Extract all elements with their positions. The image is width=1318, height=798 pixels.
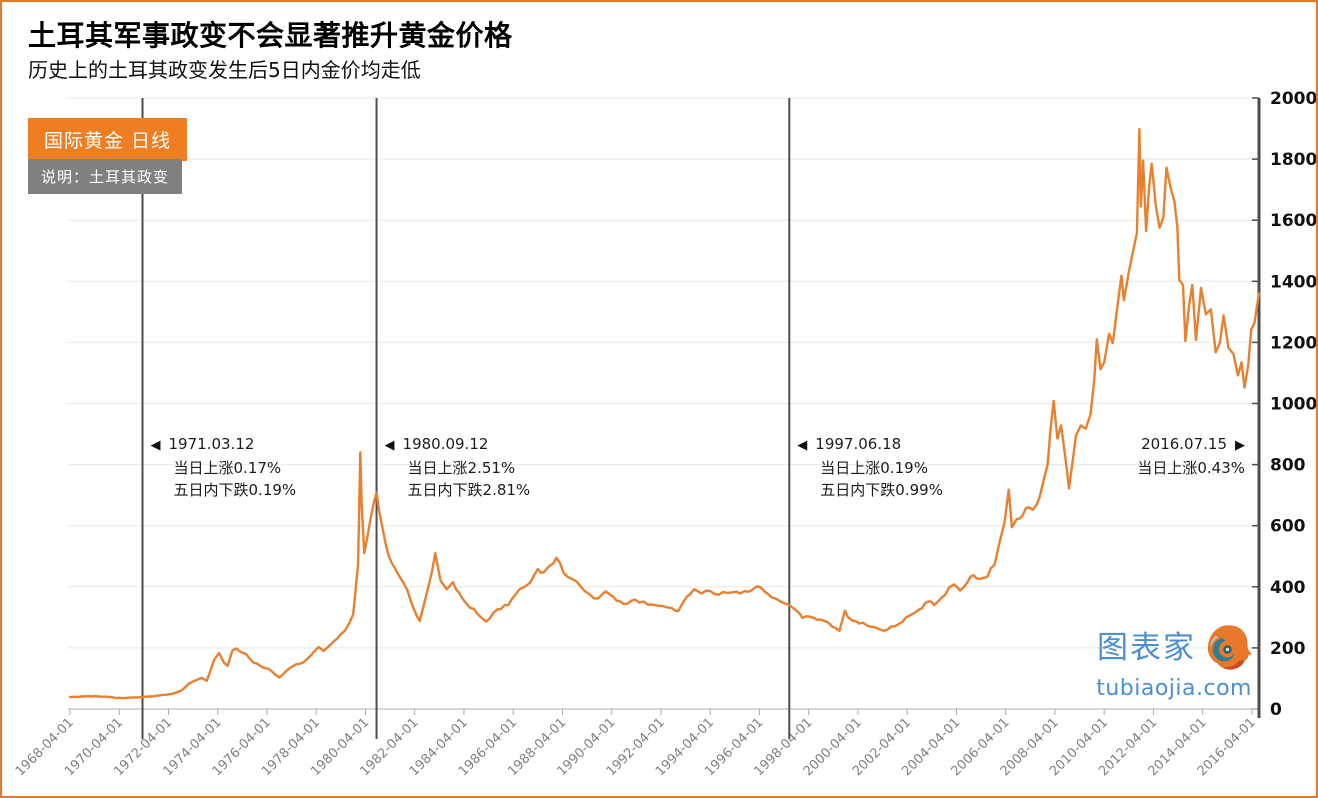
y-tick-label: 200 <box>1270 639 1306 659</box>
instrument-badge: 国际黄金 日线 <box>28 118 188 161</box>
note-badge: 说明：土耳其政变 <box>28 159 183 194</box>
y-tick-label: 2000 <box>1270 89 1317 109</box>
page-subtitle: 历史上的土耳其政变发生后5日内金价均走低 <box>28 58 421 82</box>
price-line <box>68 127 1261 700</box>
y-tick-label: 1000 <box>1270 395 1317 415</box>
y-tick-label: 1200 <box>1270 333 1317 353</box>
y-tick-label: 800 <box>1270 456 1306 476</box>
y-tick-label: 0 <box>1270 700 1282 720</box>
page-title: 土耳其军事政变不会显著推升黄金价格 <box>28 19 513 52</box>
y-tick-label: 1600 <box>1270 211 1317 231</box>
y-tick-label: 1400 <box>1270 272 1317 292</box>
y-tick-label: 600 <box>1270 517 1306 537</box>
y-tick-label: 400 <box>1270 578 1306 598</box>
y-tick-label: 1800 <box>1270 150 1317 170</box>
